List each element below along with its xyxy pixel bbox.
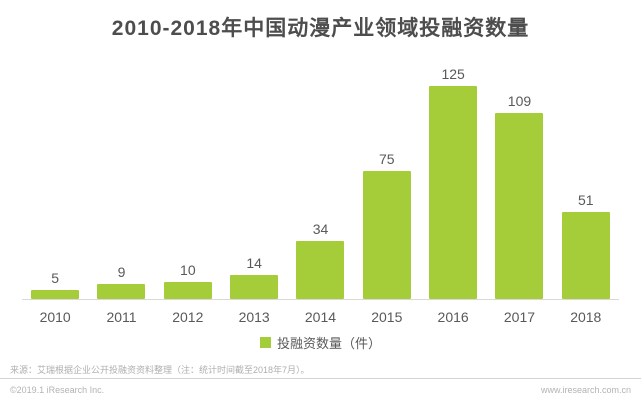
- bar-column-2013: 14: [221, 62, 287, 299]
- bar-2013: [230, 275, 279, 299]
- bar-column-2011: 9: [88, 62, 154, 299]
- x-label-2010: 2010: [39, 309, 71, 325]
- bar-2014: [296, 241, 345, 299]
- footer-divider: [0, 378, 641, 379]
- bar-2018: [561, 212, 610, 299]
- legend: 投融资数量（件）: [0, 333, 641, 352]
- bar-chart: 5 9 10 14 34 75 125 109 51 2010 2011 2012 2013 2014 2…: [22, 62, 619, 325]
- bar-value-label: 51: [578, 192, 594, 208]
- bar-column-2010: 5: [22, 62, 88, 299]
- bar-value-label: 125: [441, 66, 465, 82]
- legend-label: 投融资数量（件）: [276, 336, 381, 351]
- chart-title: 2010-2018年中国动漫产业领域投融资数量: [111, 17, 530, 40]
- bar-value-label: 9: [117, 264, 126, 280]
- x-axis-labels: 2010 2011 2012 2013 2014 2015 2016 2017 2018: [22, 300, 619, 325]
- x-label-2011: 2011: [106, 309, 137, 325]
- bar-column-2016: 125: [420, 62, 486, 299]
- bar-column-2018: 51: [553, 62, 619, 299]
- bar-value-label: 14: [246, 255, 262, 271]
- bar-column-2012: 10: [155, 62, 221, 299]
- plot-area: 5 9 10 14 34 75 125 109 51: [22, 62, 619, 300]
- bar-value-label: 5: [51, 270, 60, 286]
- bar-2010: [31, 290, 80, 299]
- legend-swatch-icon: [259, 337, 271, 348]
- x-label-2017: 2017: [503, 309, 536, 325]
- x-label-2018: 2018: [570, 309, 602, 325]
- bar-2011: [97, 284, 146, 299]
- bar-value-label: 109: [507, 93, 532, 109]
- bar-column-2014: 34: [287, 62, 353, 299]
- bar-value-label: 10: [180, 262, 196, 278]
- bar-2017: [495, 113, 544, 299]
- website-link[interactable]: www.iresearch.com.cn: [540, 385, 631, 395]
- x-label-2012: 2012: [172, 309, 204, 325]
- source-note: 来源：艾瑞根据企业公开投融资资料整理（注：统计时间截至2018年7月）。: [10, 365, 310, 375]
- bar-value-label: 75: [379, 151, 395, 167]
- copyright-text: ©2019.1 iResearch Inc.: [10, 385, 105, 395]
- x-label-2016: 2016: [437, 309, 469, 325]
- bar-2016: [429, 86, 478, 299]
- bar-value-label: 34: [312, 221, 329, 237]
- footer: ©2019.1 iResearch Inc. www.iresearch.com…: [10, 385, 631, 395]
- bar-2012: [163, 282, 212, 299]
- x-label-2014: 2014: [304, 309, 337, 325]
- bar-column-2017: 109: [486, 62, 552, 299]
- bar-column-2015: 75: [354, 62, 420, 299]
- x-label-2013: 2013: [238, 309, 270, 325]
- bar-2015: [362, 171, 411, 299]
- x-label-2015: 2015: [371, 309, 403, 325]
